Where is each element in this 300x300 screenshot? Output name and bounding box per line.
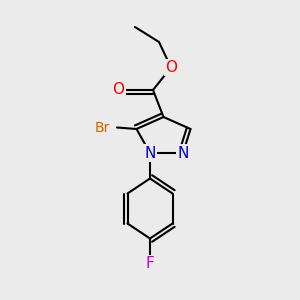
Text: O: O bbox=[165, 60, 177, 75]
Text: Br: Br bbox=[94, 121, 110, 134]
Text: N: N bbox=[177, 146, 189, 160]
Text: F: F bbox=[146, 256, 154, 272]
Text: O: O bbox=[112, 82, 124, 98]
Text: N: N bbox=[144, 146, 156, 160]
